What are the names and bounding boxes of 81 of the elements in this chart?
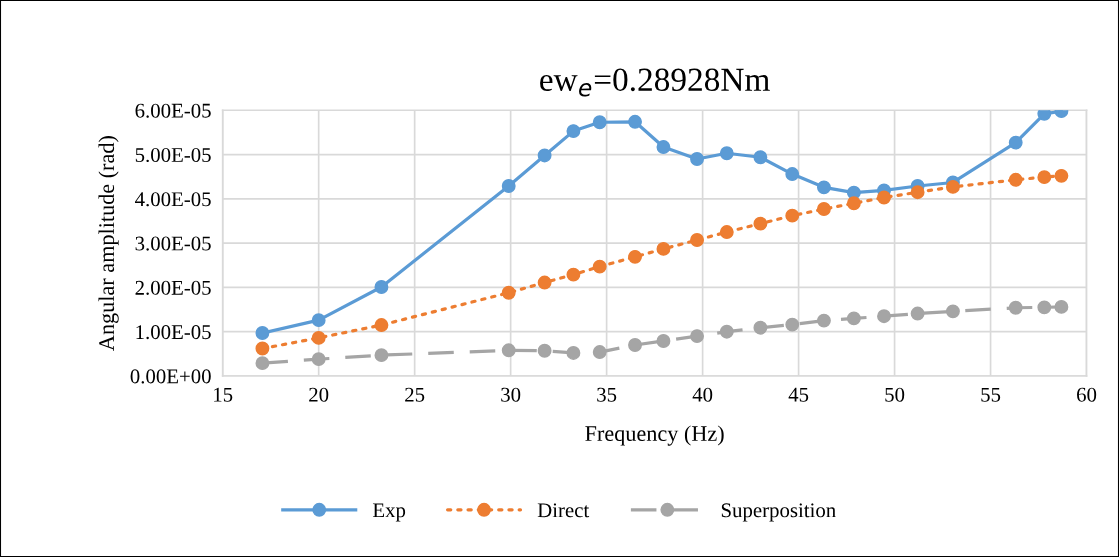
point xyxy=(910,185,925,200)
point xyxy=(537,343,552,358)
point xyxy=(628,249,642,264)
point xyxy=(537,148,552,163)
point xyxy=(785,317,800,332)
point xyxy=(656,334,671,348)
point xyxy=(753,216,768,231)
x-tick-label: 55 xyxy=(981,387,1001,402)
point xyxy=(311,352,326,367)
point xyxy=(877,309,891,324)
point xyxy=(1008,135,1023,150)
point xyxy=(592,259,607,274)
point xyxy=(501,179,516,193)
point xyxy=(690,152,704,166)
point xyxy=(816,313,831,328)
point xyxy=(1008,172,1023,187)
point xyxy=(719,324,734,339)
x-tick-label: 25 xyxy=(405,387,425,402)
x-tick-label: 15 xyxy=(214,387,233,402)
x-tick-label: 30 xyxy=(501,387,521,402)
point xyxy=(628,338,642,352)
point xyxy=(592,115,607,130)
point xyxy=(719,225,734,240)
point xyxy=(945,179,960,194)
point xyxy=(566,346,581,360)
point xyxy=(374,318,389,332)
point xyxy=(1037,110,1052,121)
point xyxy=(910,306,925,321)
point xyxy=(656,241,671,256)
legend-label: Direct xyxy=(537,503,590,518)
point xyxy=(846,196,861,211)
point xyxy=(1054,168,1069,183)
point xyxy=(501,343,516,358)
point xyxy=(311,313,326,328)
point xyxy=(311,330,326,345)
x-axis-title: Frequency (Hz) xyxy=(585,425,724,446)
legend-label: Superposition xyxy=(721,503,836,522)
point xyxy=(690,233,704,247)
point xyxy=(1008,300,1023,315)
point xyxy=(566,267,581,282)
point xyxy=(628,114,642,129)
point xyxy=(501,285,516,300)
point xyxy=(816,180,831,195)
y-tick-label: 3.00E-05 xyxy=(135,236,211,251)
x-tick-label: 60 xyxy=(1077,387,1097,402)
point xyxy=(753,320,768,335)
point xyxy=(785,208,800,223)
point xyxy=(592,345,607,360)
point xyxy=(945,304,960,319)
point xyxy=(255,326,270,340)
point xyxy=(816,202,831,216)
x-tick-label: 20 xyxy=(309,387,329,402)
point xyxy=(690,329,704,344)
x-tick-label: 35 xyxy=(597,387,617,402)
y-tick-label: 6.00E-05 xyxy=(135,103,211,118)
chart-title: ew$_{e}$=0.28928Nm xyxy=(540,68,770,97)
point xyxy=(374,280,389,294)
point xyxy=(785,167,800,181)
point xyxy=(1054,299,1069,314)
point xyxy=(255,356,270,371)
point xyxy=(846,311,861,326)
x-tick-label: 40 xyxy=(692,387,713,402)
y-tick-label: 5.00E-05 xyxy=(135,147,211,163)
y-tick-label: 4.00E-05 xyxy=(135,192,211,207)
point xyxy=(374,348,389,363)
y-axis-title: Angular amplitude (rad) xyxy=(98,136,119,351)
point xyxy=(1037,170,1052,185)
legend-label: Exp xyxy=(372,503,406,522)
y-tick-label: 0.00E+00 xyxy=(130,369,211,384)
point xyxy=(719,146,734,161)
y-tick-label: 1.00E-05 xyxy=(136,325,211,340)
point xyxy=(255,341,270,356)
x-tick-label: 50 xyxy=(885,387,905,402)
point xyxy=(537,275,552,290)
point xyxy=(566,124,581,139)
point xyxy=(656,140,671,154)
point xyxy=(1037,300,1052,315)
x-tick-label: 45 xyxy=(788,387,809,402)
y-tick-label: 2.00E-05 xyxy=(135,280,211,295)
point xyxy=(877,190,891,205)
point xyxy=(753,150,768,165)
